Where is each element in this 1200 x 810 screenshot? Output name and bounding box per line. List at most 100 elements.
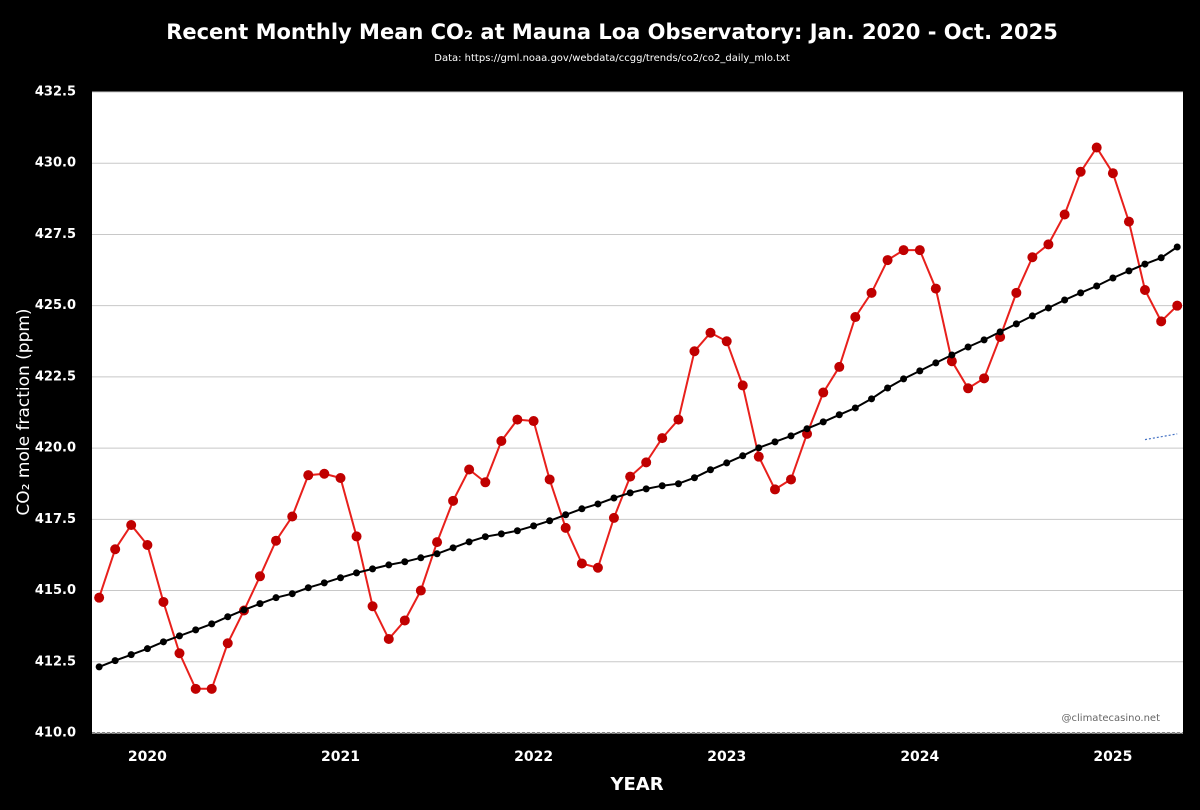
data-point bbox=[529, 416, 539, 426]
data-point bbox=[562, 511, 569, 518]
data-point bbox=[434, 550, 441, 557]
data-point bbox=[1092, 143, 1102, 153]
data-point bbox=[1125, 267, 1132, 274]
data-point bbox=[705, 328, 715, 338]
data-point bbox=[353, 569, 360, 576]
data-point bbox=[512, 415, 522, 425]
data-point bbox=[1061, 296, 1068, 303]
data-point bbox=[643, 485, 650, 492]
data-point bbox=[965, 343, 972, 350]
data-point bbox=[948, 351, 955, 358]
x-tick-label: 2022 bbox=[514, 749, 553, 765]
chart: Recent Monthly Mean CO₂ at Mauna Loa Obs… bbox=[0, 0, 1200, 810]
data-point bbox=[593, 563, 603, 573]
data-point bbox=[1158, 254, 1165, 261]
data-point bbox=[1077, 289, 1084, 296]
data-point bbox=[675, 480, 682, 487]
data-point bbox=[369, 565, 376, 572]
chart-subtitle: Data: https://gml.noaa.gov/webdata/ccgg/… bbox=[434, 53, 790, 64]
data-point bbox=[466, 538, 473, 545]
data-point bbox=[144, 645, 151, 652]
data-point bbox=[852, 404, 859, 411]
data-point bbox=[834, 362, 844, 372]
data-point bbox=[689, 346, 699, 356]
data-point bbox=[820, 418, 827, 425]
x-tick-label: 2023 bbox=[707, 749, 746, 765]
data-point bbox=[963, 383, 973, 393]
data-point bbox=[818, 388, 828, 398]
data-point bbox=[657, 433, 667, 443]
data-point bbox=[723, 459, 730, 466]
y-tick-label: 425.0 bbox=[35, 298, 76, 313]
data-point bbox=[321, 579, 328, 586]
data-point bbox=[1029, 312, 1036, 319]
plot-area bbox=[92, 92, 1183, 733]
data-point bbox=[223, 638, 233, 648]
data-point bbox=[1076, 167, 1086, 177]
x-tick-label: 2025 bbox=[1093, 749, 1132, 765]
data-point bbox=[577, 558, 587, 568]
y-tick-label: 410.0 bbox=[35, 726, 76, 741]
x-axis-label: YEAR bbox=[609, 774, 663, 795]
data-point bbox=[94, 593, 104, 603]
data-point bbox=[578, 505, 585, 512]
data-point bbox=[609, 513, 619, 523]
data-point bbox=[385, 561, 392, 568]
data-point bbox=[112, 657, 119, 664]
data-point bbox=[1174, 243, 1181, 250]
data-point bbox=[610, 494, 617, 501]
data-point bbox=[836, 411, 843, 418]
data-point bbox=[1172, 301, 1182, 311]
data-point bbox=[352, 531, 362, 541]
x-tick-label: 2020 bbox=[128, 749, 167, 765]
data-point bbox=[514, 527, 521, 534]
data-point bbox=[417, 554, 424, 561]
data-point bbox=[932, 359, 939, 366]
data-point bbox=[110, 544, 120, 554]
data-point bbox=[480, 477, 490, 487]
y-axis-label: CO₂ mole fraction (ppm) bbox=[14, 308, 34, 515]
data-point bbox=[884, 384, 891, 391]
data-point bbox=[916, 367, 923, 374]
data-point bbox=[722, 336, 732, 346]
data-point bbox=[319, 469, 329, 479]
data-point bbox=[240, 606, 247, 613]
data-point bbox=[208, 620, 215, 627]
x-tick-label: 2024 bbox=[900, 749, 939, 765]
x-tick-label: 2021 bbox=[321, 749, 360, 765]
data-point bbox=[545, 474, 555, 484]
data-point bbox=[192, 626, 199, 633]
data-point bbox=[1109, 275, 1116, 282]
data-point bbox=[673, 415, 683, 425]
data-point bbox=[174, 648, 184, 658]
data-point bbox=[1045, 304, 1052, 311]
data-point bbox=[868, 395, 875, 402]
data-point bbox=[256, 600, 263, 607]
data-point bbox=[176, 632, 183, 639]
data-point bbox=[368, 601, 378, 611]
data-point bbox=[1043, 239, 1053, 249]
data-point bbox=[1156, 316, 1166, 326]
data-point bbox=[867, 288, 877, 298]
data-point bbox=[1093, 283, 1100, 290]
y-tick-label: 432.5 bbox=[35, 85, 76, 100]
data-point bbox=[287, 511, 297, 521]
data-point bbox=[1124, 217, 1134, 227]
data-point bbox=[255, 571, 265, 581]
data-point bbox=[1141, 261, 1148, 268]
data-point bbox=[788, 432, 795, 439]
y-tick-label: 420.0 bbox=[35, 441, 76, 456]
data-point bbox=[739, 452, 746, 459]
data-point bbox=[416, 586, 426, 596]
data-point bbox=[432, 537, 442, 547]
data-point bbox=[448, 496, 458, 506]
data-point bbox=[464, 464, 474, 474]
data-point bbox=[931, 284, 941, 294]
data-point bbox=[303, 470, 313, 480]
data-point bbox=[771, 438, 778, 445]
data-point bbox=[850, 312, 860, 322]
data-point bbox=[305, 584, 312, 591]
data-point bbox=[804, 425, 811, 432]
data-point bbox=[158, 597, 168, 607]
data-point bbox=[1108, 168, 1118, 178]
